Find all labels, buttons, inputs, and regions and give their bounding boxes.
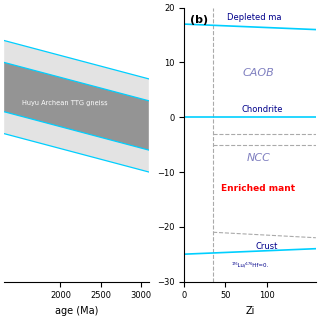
Text: NCC: NCC (246, 153, 270, 163)
Text: Crust: Crust (255, 243, 278, 252)
X-axis label: Zi: Zi (245, 306, 255, 316)
Text: Huyu Archean TTG gneiss: Huyu Archean TTG gneiss (22, 100, 107, 107)
Polygon shape (4, 112, 149, 172)
X-axis label: age (Ma): age (Ma) (55, 306, 98, 316)
Polygon shape (4, 41, 149, 101)
Text: (b): (b) (189, 14, 208, 25)
Text: CAOB: CAOB (243, 68, 274, 78)
Text: Enriched mant: Enriched mant (221, 184, 295, 193)
Text: Chondrite: Chondrite (242, 106, 283, 115)
Text: ¹⁷⁶Lu/¹⁷⁶Hf=0.: ¹⁷⁶Lu/¹⁷⁶Hf=0. (231, 262, 269, 268)
Text: Depleted ma: Depleted ma (227, 13, 282, 22)
Polygon shape (4, 62, 149, 150)
